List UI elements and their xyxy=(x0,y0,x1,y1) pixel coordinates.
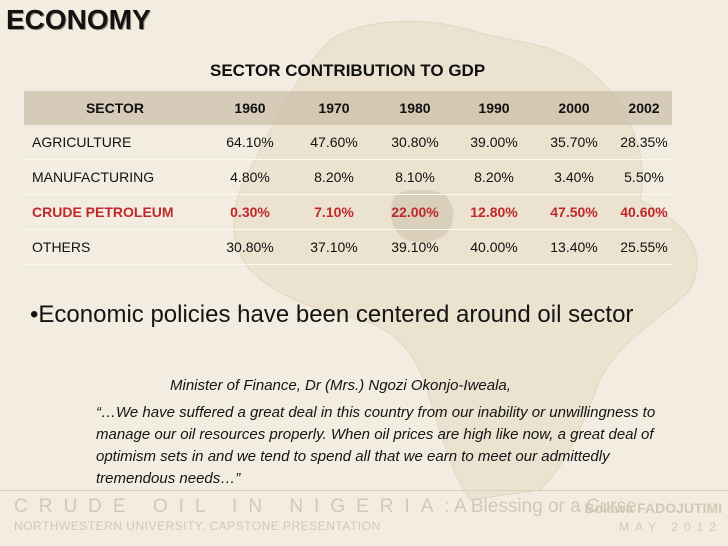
value-cell: 22.00% xyxy=(391,204,439,220)
table-row: OTHERS 30.80% 37.10% 39.10% 40.00% 13.40… xyxy=(24,230,672,265)
table-header-row: SECTOR 1960 1970 1980 1990 2000 2002 xyxy=(24,91,672,125)
value-cell: 8.20% xyxy=(314,169,354,185)
gdp-table: SECTOR 1960 1970 1980 1990 2000 2002 AGR… xyxy=(24,91,672,265)
table-title: SECTOR CONTRIBUTION TO GDP xyxy=(210,61,486,80)
value-cell: 4.80% xyxy=(230,169,270,185)
value-cell: 64.10% xyxy=(226,134,274,150)
quote-attribution: Minister of Finance, Dr (Mrs.) Ngozi Oko… xyxy=(170,377,511,394)
value-cell: 39.10% xyxy=(391,239,439,255)
value-cell: 25.55% xyxy=(620,239,668,255)
header-1960: 1960 xyxy=(234,100,266,116)
value-cell: 39.00% xyxy=(470,134,518,150)
value-cell: 0.30% xyxy=(230,204,270,220)
sector-cell: OTHERS xyxy=(32,239,91,255)
header-2000: 2000 xyxy=(558,100,590,116)
value-cell: 28.35% xyxy=(620,134,668,150)
header-1970: 1970 xyxy=(318,100,350,116)
sector-cell: CRUDE PETROLEUM xyxy=(32,204,174,220)
value-cell: 7.10% xyxy=(314,204,354,220)
value-cell: 5.50% xyxy=(624,169,664,185)
value-cell: 8.20% xyxy=(474,169,514,185)
value-cell: 47.60% xyxy=(310,134,358,150)
header-2002: 2002 xyxy=(628,100,660,116)
minister-quote: “…We have suffered a great deal in this … xyxy=(96,404,656,487)
value-cell: 40.00% xyxy=(470,239,518,255)
sector-cell: MANUFACTURING xyxy=(32,169,155,185)
footer-subtitle: NORTHWESTERN UNIVERSITY, CAPSTONE PRESEN… xyxy=(14,519,381,533)
footer-title: CRUDE OIL IN NIGERIA: A Blessing or a Cu… xyxy=(14,496,637,518)
table-row-highlighted: CRUDE PETROLEUM 0.30% 7.10% 22.00% 12.80… xyxy=(24,195,672,230)
value-cell: 13.40% xyxy=(550,239,598,255)
bullet-point: •Economic policies have been centered ar… xyxy=(30,301,634,328)
sector-cell: AGRICULTURE xyxy=(32,134,132,150)
header-1990: 1990 xyxy=(478,100,510,116)
value-cell: 35.70% xyxy=(550,134,598,150)
footer-title-spaced: CRUDE OIL IN NIGERIA xyxy=(14,496,445,517)
value-cell: 12.80% xyxy=(470,204,518,220)
value-cell: 40.60% xyxy=(620,204,668,220)
footer-title-rest: : A Blessing or a Curse xyxy=(444,496,637,517)
slide-title: ECONOMY xyxy=(6,4,151,35)
value-cell: 37.10% xyxy=(310,239,358,255)
header-sector: SECTOR xyxy=(85,100,145,116)
header-1980: 1980 xyxy=(399,100,431,116)
footer-author: Bolawa FADOJUTIMI xyxy=(584,500,722,516)
value-cell: 3.40% xyxy=(554,169,594,185)
value-cell: 47.50% xyxy=(550,204,598,220)
value-cell: 30.80% xyxy=(391,134,439,150)
table-row: AGRICULTURE 64.10% 47.60% 30.80% 39.00% … xyxy=(24,125,672,160)
footer-date: MAY 2012 xyxy=(619,520,722,534)
table-row: MANUFACTURING 4.80% 8.20% 8.10% 8.20% 3.… xyxy=(24,160,672,195)
value-cell: 30.80% xyxy=(226,239,274,255)
footer-divider xyxy=(0,490,728,491)
value-cell: 8.10% xyxy=(395,169,435,185)
